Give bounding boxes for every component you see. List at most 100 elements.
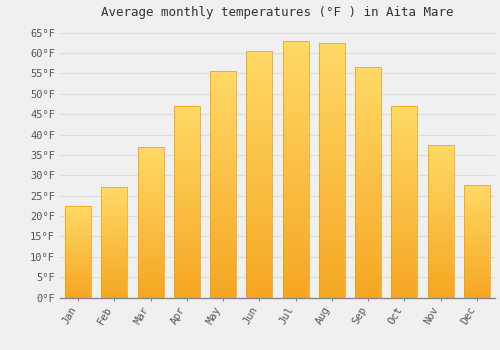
Bar: [282, 187, 308, 190]
Bar: [138, 260, 164, 261]
Bar: [392, 280, 417, 282]
Bar: [174, 219, 200, 221]
Bar: [355, 231, 381, 233]
Bar: [282, 94, 308, 97]
Bar: [174, 269, 200, 271]
Bar: [464, 220, 490, 221]
Bar: [428, 189, 454, 190]
Bar: [355, 284, 381, 286]
Bar: [210, 257, 236, 259]
Bar: [246, 209, 272, 211]
Bar: [174, 250, 200, 252]
Bar: [174, 226, 200, 229]
Bar: [428, 244, 454, 246]
Bar: [246, 93, 272, 95]
Bar: [319, 226, 345, 229]
Bar: [65, 216, 91, 217]
Bar: [319, 61, 345, 63]
Bar: [102, 250, 128, 251]
Bar: [246, 85, 272, 88]
Bar: [319, 234, 345, 236]
Bar: [65, 276, 91, 277]
Bar: [392, 215, 417, 217]
Bar: [464, 289, 490, 291]
Bar: [174, 106, 200, 108]
Bar: [428, 183, 454, 184]
Bar: [174, 211, 200, 213]
Bar: [428, 184, 454, 186]
Bar: [246, 268, 272, 271]
Bar: [392, 146, 417, 148]
Bar: [319, 285, 345, 287]
Bar: [282, 205, 308, 208]
Bar: [392, 158, 417, 160]
Bar: [246, 273, 272, 275]
Bar: [102, 205, 128, 206]
Bar: [428, 145, 454, 146]
Bar: [428, 221, 454, 223]
Bar: [210, 74, 236, 76]
Bar: [319, 287, 345, 290]
Bar: [174, 295, 200, 298]
Bar: [102, 196, 128, 197]
Bar: [464, 273, 490, 274]
Bar: [355, 251, 381, 254]
Bar: [174, 179, 200, 181]
Bar: [246, 263, 272, 265]
Bar: [102, 253, 128, 254]
Bar: [210, 153, 236, 155]
Bar: [246, 71, 272, 73]
Bar: [428, 264, 454, 265]
Bar: [138, 180, 164, 181]
Bar: [392, 152, 417, 154]
Bar: [210, 71, 236, 74]
Bar: [392, 127, 417, 129]
Bar: [102, 278, 128, 279]
Bar: [65, 274, 91, 275]
Bar: [355, 288, 381, 290]
Bar: [392, 188, 417, 190]
Bar: [65, 254, 91, 256]
Bar: [102, 189, 128, 190]
Bar: [65, 279, 91, 280]
Bar: [319, 214, 345, 216]
Bar: [392, 282, 417, 284]
Bar: [102, 294, 128, 295]
Bar: [392, 226, 417, 229]
Bar: [392, 257, 417, 259]
Bar: [282, 41, 308, 298]
Bar: [65, 211, 91, 212]
Bar: [102, 275, 128, 276]
Bar: [282, 225, 308, 228]
Bar: [246, 270, 272, 273]
Bar: [65, 206, 91, 208]
Bar: [246, 115, 272, 118]
Bar: [282, 267, 308, 269]
Bar: [246, 118, 272, 120]
Bar: [319, 173, 345, 175]
Bar: [65, 256, 91, 257]
Bar: [102, 187, 128, 189]
Bar: [210, 227, 236, 230]
Bar: [464, 249, 490, 251]
Bar: [210, 236, 236, 239]
Bar: [392, 223, 417, 225]
Bar: [246, 191, 272, 194]
Bar: [392, 263, 417, 265]
Bar: [102, 197, 128, 198]
Bar: [282, 244, 308, 246]
Bar: [319, 188, 345, 190]
Bar: [246, 167, 272, 169]
Bar: [246, 110, 272, 113]
Bar: [102, 216, 128, 217]
Bar: [282, 167, 308, 169]
Bar: [428, 255, 454, 256]
Bar: [102, 222, 128, 223]
Bar: [174, 136, 200, 139]
Bar: [428, 285, 454, 287]
Bar: [282, 133, 308, 136]
Bar: [174, 186, 200, 188]
Bar: [464, 281, 490, 282]
Bar: [355, 130, 381, 132]
Bar: [355, 178, 381, 180]
